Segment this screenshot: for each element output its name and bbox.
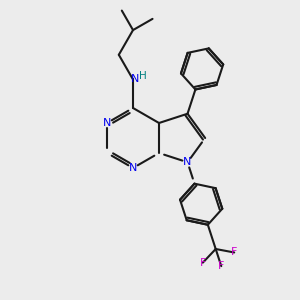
Text: N: N bbox=[129, 163, 137, 173]
Text: N: N bbox=[103, 118, 111, 128]
Text: F: F bbox=[218, 261, 224, 271]
Text: N: N bbox=[130, 74, 139, 84]
Text: H: H bbox=[139, 71, 146, 81]
Text: F: F bbox=[231, 248, 237, 257]
Text: N: N bbox=[183, 157, 192, 167]
Text: F: F bbox=[200, 258, 206, 268]
